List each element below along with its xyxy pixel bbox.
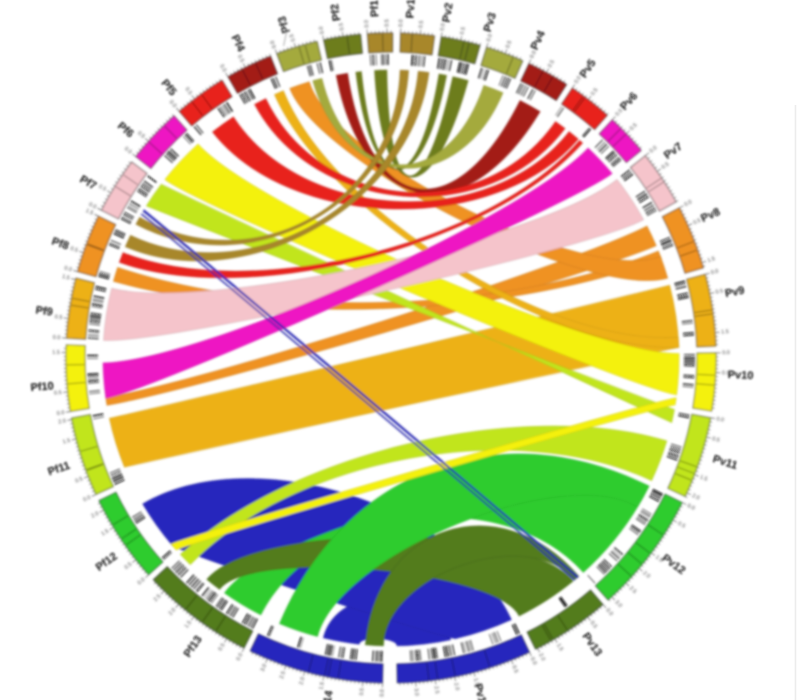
svg-text:0.0: 0.0 [63, 265, 72, 273]
svg-text:0.5: 0.5 [75, 476, 84, 484]
svg-text:2.0: 2.0 [691, 493, 700, 502]
svg-text:0.5: 0.5 [590, 87, 599, 97]
svg-text:0.0: 0.0 [53, 335, 61, 341]
svg-text:Pf8: Pf8 [50, 236, 70, 253]
svg-text:1.5: 1.5 [62, 438, 71, 446]
svg-text:0.0: 0.0 [123, 146, 133, 155]
svg-text:0.0: 0.0 [529, 50, 538, 59]
svg-text:0.5: 0.5 [510, 665, 518, 674]
svg-text:Pv10: Pv10 [727, 369, 753, 382]
svg-text:0.5: 0.5 [54, 314, 62, 321]
svg-text:1.5: 1.5 [654, 554, 664, 563]
svg-text:0.0: 0.0 [486, 33, 494, 42]
svg-text:0.5: 0.5 [69, 246, 78, 254]
svg-text:0.5: 0.5 [384, 19, 390, 27]
svg-text:0.5: 0.5 [715, 288, 724, 295]
svg-text:0.0: 0.0 [88, 202, 98, 211]
svg-text:0.5: 0.5 [339, 22, 346, 30]
svg-text:2.0: 2.0 [299, 677, 307, 686]
svg-text:0.0: 0.0 [684, 199, 694, 208]
svg-text:0.5: 0.5 [124, 561, 134, 570]
svg-text:1.5: 1.5 [721, 329, 729, 336]
svg-text:3.0: 3.0 [613, 599, 623, 609]
svg-text:0.0: 0.0 [380, 689, 386, 697]
svg-text:Pv3: Pv3 [482, 11, 499, 33]
svg-text:0.5: 0.5 [236, 54, 245, 64]
svg-text:2.0: 2.0 [452, 682, 459, 691]
svg-text:Pf14: Pf14 [320, 689, 336, 700]
svg-text:2.5: 2.5 [433, 686, 440, 694]
svg-text:Pv2: Pv2 [441, 2, 456, 23]
svg-text:0.5: 0.5 [661, 161, 671, 170]
svg-text:3.0: 3.0 [413, 688, 420, 696]
svg-text:0.0: 0.0 [716, 416, 725, 423]
svg-text:0.5: 0.5 [418, 20, 425, 28]
svg-text:0.0: 0.0 [137, 577, 147, 587]
svg-text:Pf2: Pf2 [329, 3, 344, 22]
svg-text:1.5: 1.5 [184, 620, 193, 630]
svg-text:2.5: 2.5 [279, 671, 287, 680]
svg-text:0.0: 0.0 [270, 40, 278, 49]
svg-text:0.5: 0.5 [289, 33, 297, 42]
svg-text:0.0: 0.0 [318, 26, 325, 35]
svg-text:2.0: 2.0 [90, 511, 100, 520]
svg-text:0.0: 0.0 [649, 145, 659, 154]
svg-text:Pv9: Pv9 [724, 285, 745, 300]
svg-text:0.5: 0.5 [218, 643, 227, 653]
svg-text:0.0: 0.0 [722, 350, 730, 356]
svg-text:1.5: 1.5 [555, 643, 564, 653]
svg-text:1.5: 1.5 [52, 350, 60, 356]
svg-text:0.5: 0.5 [589, 620, 598, 630]
svg-text:0.0: 0.0 [615, 108, 625, 118]
svg-text:0.0: 0.0 [168, 99, 178, 109]
svg-text:0.0: 0.0 [364, 20, 371, 28]
svg-text:3.0: 3.0 [260, 663, 268, 672]
svg-text:2.0: 2.0 [641, 570, 651, 580]
svg-text:Pf1: Pf1 [369, 0, 382, 17]
svg-text:2.0: 2.0 [58, 418, 67, 425]
svg-text:0.5: 0.5 [629, 122, 639, 132]
svg-text:0.5: 0.5 [692, 218, 701, 227]
svg-text:Pf3: Pf3 [276, 15, 293, 35]
svg-text:0.5: 0.5 [459, 27, 467, 36]
svg-text:0.0: 0.0 [236, 652, 245, 662]
svg-text:1.5: 1.5 [319, 682, 326, 691]
svg-text:0.0: 0.0 [218, 64, 227, 74]
svg-text:Pf9: Pf9 [35, 305, 54, 319]
svg-text:2.0: 2.0 [537, 652, 546, 662]
svg-text:0.5: 0.5 [359, 688, 366, 696]
svg-text:0.5: 0.5 [184, 87, 193, 97]
svg-text:0.5: 0.5 [136, 130, 146, 140]
svg-text:1.5: 1.5 [85, 208, 95, 217]
svg-text:0.5: 0.5 [97, 184, 107, 193]
svg-text:0.0: 0.0 [82, 495, 91, 504]
svg-text:1.5: 1.5 [61, 274, 70, 282]
svg-text:0.0: 0.0 [604, 607, 614, 617]
svg-text:0.5: 0.5 [54, 390, 62, 397]
svg-text:2.5: 2.5 [153, 593, 163, 603]
svg-text:0.0: 0.0 [529, 657, 538, 666]
svg-text:0.5: 0.5 [505, 40, 513, 49]
svg-text:0.5: 0.5 [547, 59, 556, 69]
svg-text:Pf10: Pf10 [30, 380, 54, 394]
svg-text:0.0: 0.0 [56, 410, 65, 417]
svg-text:0.5: 0.5 [676, 521, 686, 530]
svg-text:2.5: 2.5 [628, 585, 638, 595]
svg-text:0.0: 0.0 [398, 19, 404, 27]
svg-text:2.0: 2.0 [168, 607, 178, 617]
svg-text:Pv1: Pv1 [404, 0, 417, 19]
svg-text:1.5: 1.5 [100, 528, 110, 537]
svg-text:0.0: 0.0 [710, 268, 719, 276]
svg-text:1.5: 1.5 [707, 256, 716, 264]
svg-text:1.5: 1.5 [699, 474, 708, 482]
svg-text:0.0: 0.0 [440, 23, 447, 31]
svg-text:0.0: 0.0 [574, 75, 583, 85]
svg-text:0.5: 0.5 [711, 436, 720, 444]
svg-text:0.5: 0.5 [722, 370, 730, 376]
svg-text:0.0: 0.0 [686, 503, 696, 512]
svg-text:1.5: 1.5 [472, 678, 480, 687]
